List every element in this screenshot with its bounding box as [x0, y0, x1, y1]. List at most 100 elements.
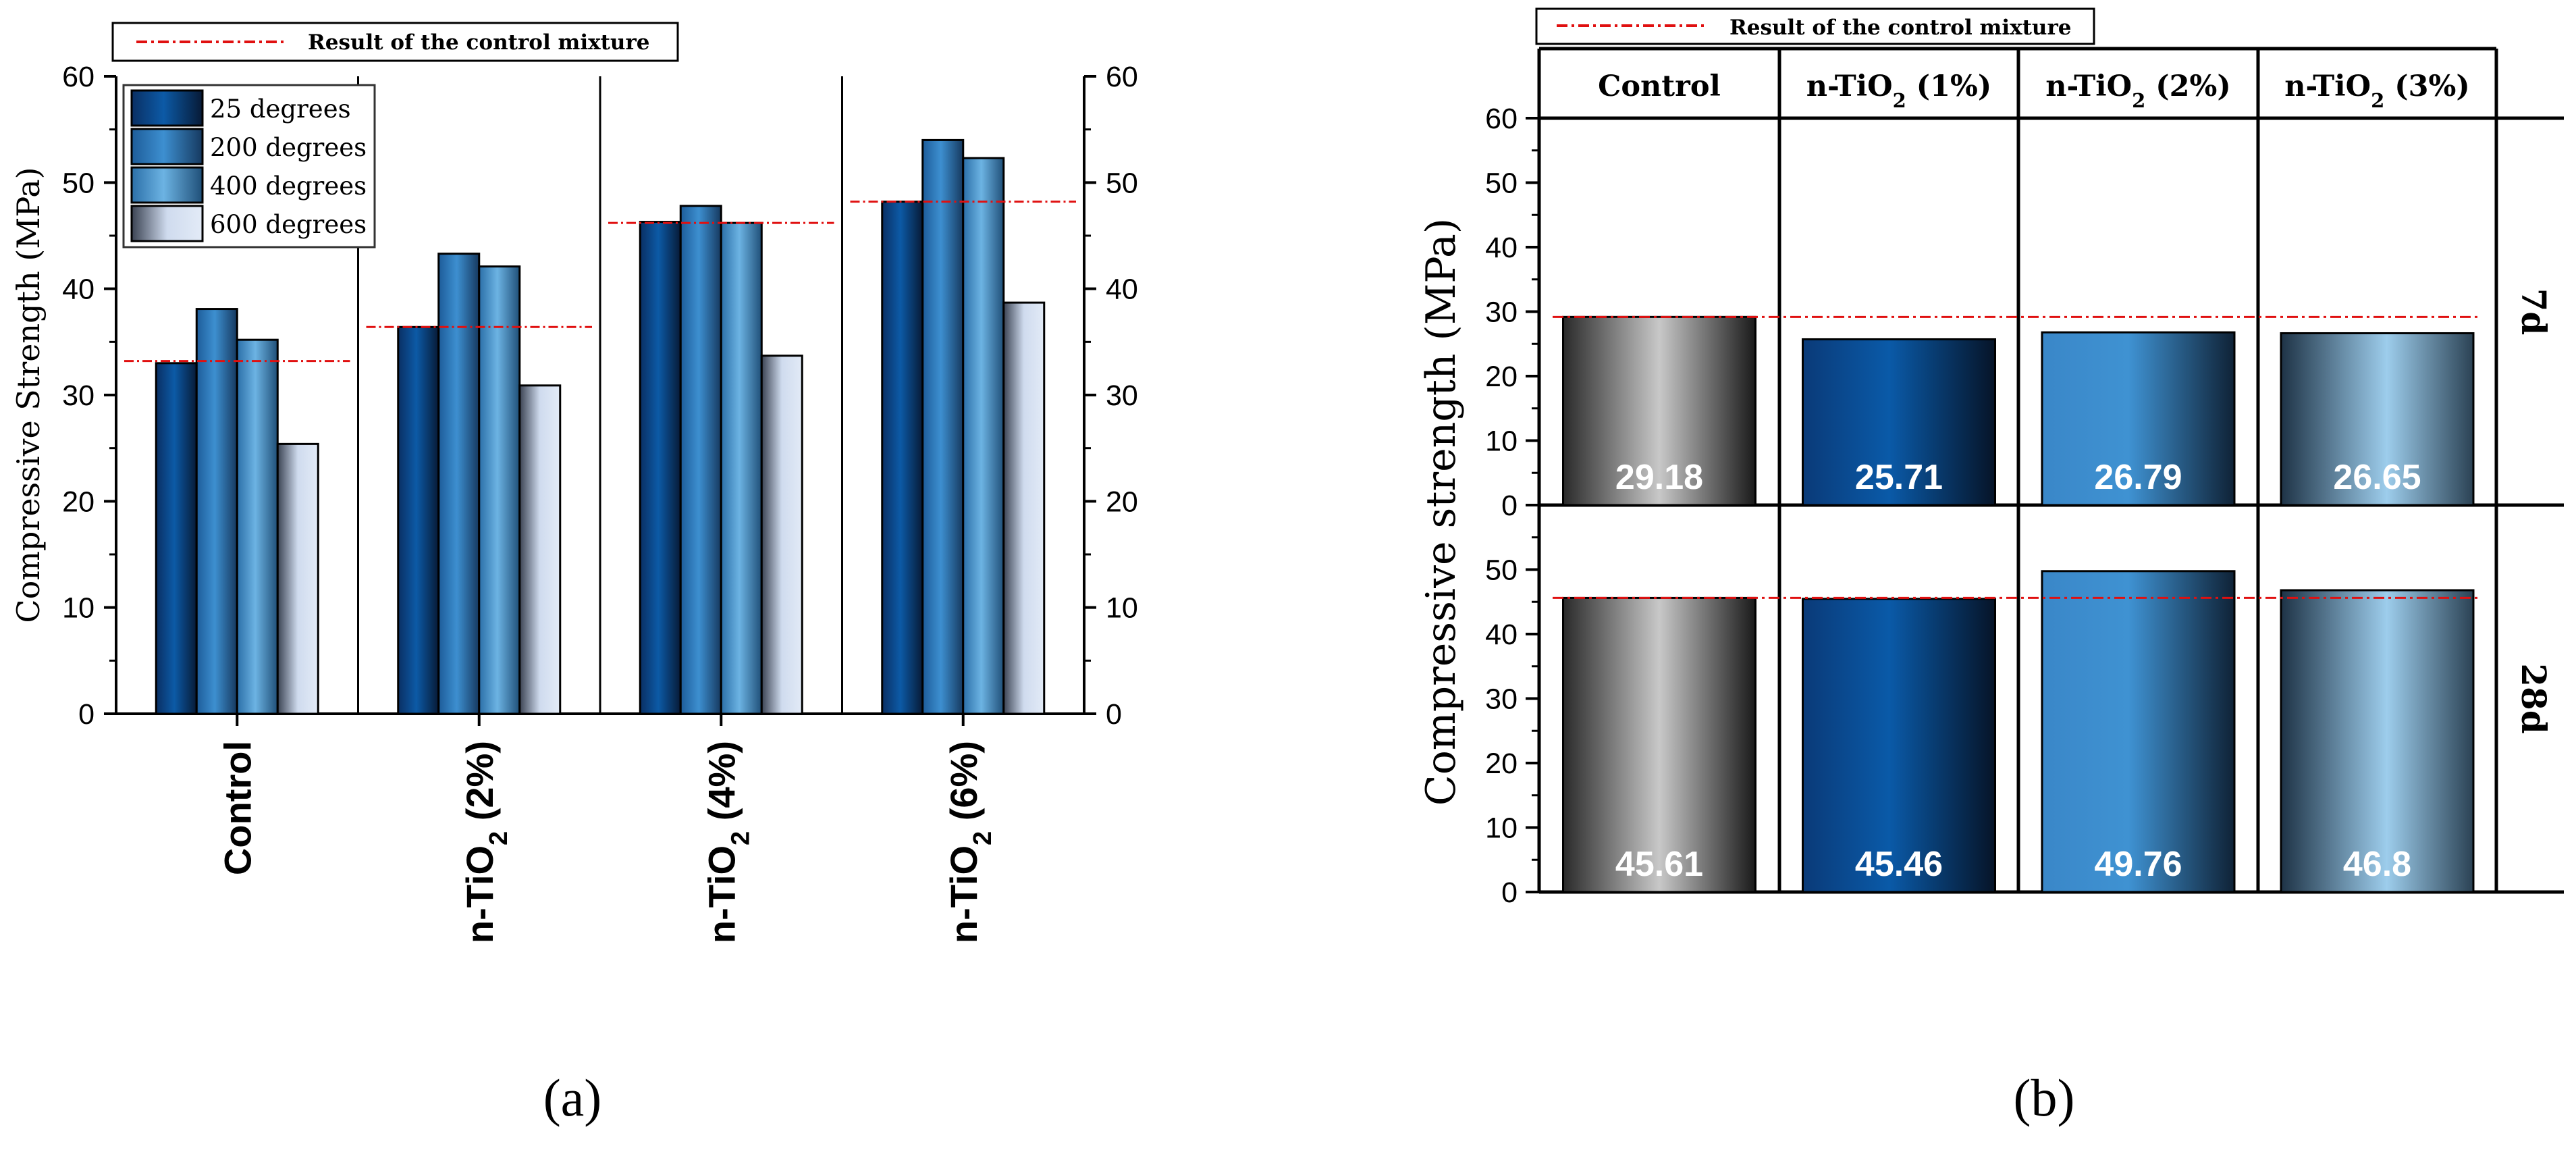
a-category-label-pre: Control [216, 741, 259, 875]
b-ytick-label: 0 [1501, 876, 1518, 909]
a-ytick-label-left: 50 [62, 167, 95, 199]
a-ytick-label-right: 30 [1106, 379, 1138, 412]
a-legend-swatch-1 [130, 128, 204, 165]
b-bar-1-2 [2041, 570, 2236, 893]
a-category-label: n-TiO2 (4%) [700, 741, 755, 943]
b-bar-1-0 [1562, 596, 1756, 893]
b-column-header-post: (2%) [2145, 70, 2230, 103]
b-column-header-sub: 2 [2132, 89, 2145, 112]
a-bar-3-2 [760, 355, 803, 715]
b-ytick-label: 20 [1485, 361, 1518, 393]
b-data-label: 49.76 [2094, 845, 2182, 884]
b-ytick-label: 30 [1485, 683, 1518, 716]
b-ytick-label: 50 [1485, 167, 1518, 200]
b-ytick-label: 50 [1485, 554, 1518, 587]
a-control-legend-label: Result of the control mixture [308, 30, 650, 55]
b-ytick-label: 60 [1485, 103, 1518, 135]
a-bar-0-0 [155, 362, 198, 715]
a-y-axis-title: Compressive Strength (MPa) [10, 167, 47, 623]
a-ytick-label-left: 30 [62, 379, 95, 412]
b-column-header: n-TiO2 (1%) [1806, 70, 1991, 112]
a-bar-1-0 [195, 308, 238, 715]
a-category-label-sub: 2 [485, 831, 513, 845]
a-category-label: n-TiO2 (2%) [458, 741, 513, 943]
a-ytick-label-right: 0 [1106, 698, 1122, 731]
b-ytick-label: 20 [1485, 748, 1518, 780]
b-ytick-label: 30 [1485, 296, 1518, 329]
b-ytick-label: 10 [1485, 425, 1518, 458]
b-y-axis-title: Compressive strength (MPa) [1418, 218, 1465, 806]
b-ytick-label: 40 [1485, 232, 1518, 264]
b-data-label: 26.79 [2094, 458, 2182, 497]
b-column-header-pre: n-TiO [1806, 70, 1893, 103]
a-legend-label-2: 400 degrees [210, 172, 367, 201]
a-category-label-sub: 2 [726, 831, 755, 845]
a-bar-3-0 [276, 442, 319, 715]
b-column-header-pre: n-TiO [2045, 70, 2132, 103]
a-legend-swatch-3 [130, 205, 204, 242]
a-bar-3-1 [518, 384, 562, 715]
b-data-label: 29.18 [1615, 458, 1703, 497]
b-data-label: 26.65 [2333, 458, 2421, 497]
a-ytick-label-left: 40 [62, 273, 95, 306]
b-control-legend-label: Result of the control mixture [1729, 16, 2072, 40]
a-bar-0-3 [881, 201, 924, 715]
b-bar-0-3 [2280, 332, 2475, 506]
a-ytick-label-right: 60 [1106, 61, 1138, 93]
b-column-header: n-TiO2 (3%) [2284, 70, 2469, 112]
a-panel-label: (a) [543, 1068, 602, 1127]
a-category-label-pre: n-TiO [700, 845, 743, 943]
a-ytick-label-right: 40 [1106, 273, 1138, 306]
a-bar-2-3 [962, 157, 1005, 715]
b-column-header-sub: 2 [2371, 89, 2384, 112]
b-panel-label: (b) [2014, 1068, 2075, 1127]
b-bar-1-3 [2280, 589, 2475, 893]
a-bar-2-2 [720, 221, 763, 715]
a-ytick-label-right: 20 [1106, 486, 1138, 518]
a-ytick-label-left: 20 [62, 486, 95, 518]
b-column-header: n-TiO2 (2%) [2045, 70, 2230, 112]
a-category-label-sub: 2 [969, 831, 997, 845]
a-category-label-pre: n-TiO [942, 845, 985, 943]
a-category-label-post: (4%) [700, 741, 743, 831]
a-ytick-label-left: 10 [62, 592, 95, 625]
a-bar-2-0 [236, 338, 279, 715]
a-bar-0-1 [397, 325, 440, 715]
b-ytick-label: 10 [1485, 812, 1518, 845]
b-bar-0-0 [1562, 315, 1756, 506]
a-ytick-label-right: 10 [1106, 592, 1138, 625]
b-data-label: 45.46 [1855, 845, 1943, 884]
a-ytick-label-left: 0 [78, 698, 95, 731]
a-bar-0-2 [639, 221, 682, 715]
a-bar-3-3 [1002, 301, 1046, 715]
b-bar-0-1 [1802, 338, 1996, 506]
a-bar-2-1 [478, 265, 521, 715]
a-category-label-post: (2%) [458, 741, 501, 831]
b-column-header-sub: 2 [1893, 89, 1906, 112]
a-category-label-pre: n-TiO [458, 845, 501, 943]
a-category-label-post: (6%) [942, 741, 985, 831]
a-bar-1-3 [921, 138, 965, 715]
a-bar-1-1 [437, 253, 481, 715]
a-legend-label-3: 600 degrees [210, 210, 367, 239]
b-column-header-pre: Control [1598, 70, 1721, 103]
b-column-header-pre: n-TiO [2284, 70, 2371, 103]
b-column-header-post: (3%) [2384, 70, 2469, 103]
a-ytick-label-left: 60 [62, 61, 95, 93]
b-data-label: 46.8 [2343, 845, 2411, 884]
a-category-label: Control [216, 741, 259, 875]
b-bar-0-2 [2041, 331, 2236, 506]
a-legend-label-0: 25 degrees [210, 95, 351, 124]
b-column-header: Control [1598, 70, 1721, 103]
a-legend-swatch-0 [130, 89, 204, 127]
b-column-header-post: (1%) [1906, 70, 1991, 103]
b-row-header: 28d [2514, 663, 2554, 734]
a-ytick-label-right: 50 [1106, 167, 1138, 199]
b-ytick-label: 40 [1485, 619, 1518, 651]
b-data-label: 45.61 [1615, 845, 1703, 884]
b-row-header: 7d [2514, 288, 2554, 336]
a-category-label: n-TiO2 (6%) [942, 741, 997, 943]
b-ytick-label: 0 [1501, 490, 1518, 522]
b-data-label: 25.71 [1855, 458, 1943, 497]
